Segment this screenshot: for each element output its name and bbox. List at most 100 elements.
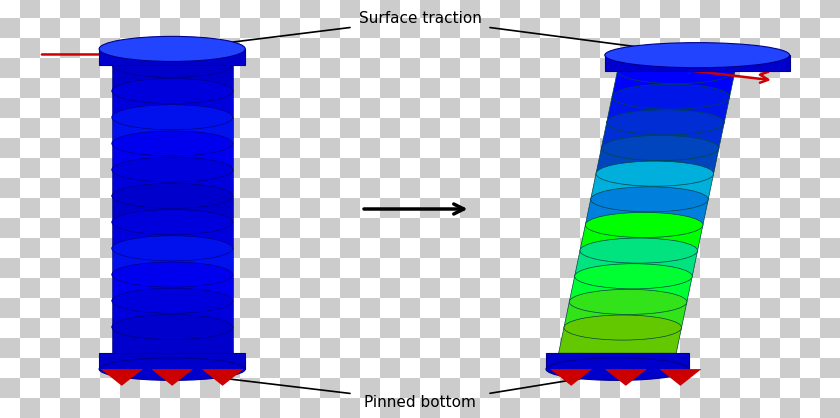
Bar: [800, 38, 820, 58]
Bar: [20, 178, 40, 198]
Bar: [460, 238, 480, 258]
Polygon shape: [570, 276, 692, 302]
Bar: [740, 58, 760, 78]
Bar: [160, 78, 180, 98]
Bar: [80, 178, 100, 198]
Bar: [500, 218, 520, 238]
Bar: [780, 318, 800, 338]
Bar: [640, 218, 660, 238]
Bar: [800, 198, 820, 218]
Bar: [700, 378, 720, 398]
Bar: [360, 258, 380, 278]
Bar: [580, 278, 600, 298]
Bar: [580, 158, 600, 178]
Bar: [0, 78, 20, 98]
Bar: [540, 258, 560, 278]
Bar: [600, 258, 620, 278]
Polygon shape: [559, 328, 681, 353]
Bar: [520, 218, 540, 238]
Bar: [20, 198, 40, 218]
Bar: [620, 278, 640, 298]
Bar: [680, 218, 700, 238]
Bar: [60, 398, 80, 418]
Bar: [600, 38, 620, 58]
Bar: [380, 258, 400, 278]
Bar: [100, 0, 120, 18]
Bar: [200, 398, 220, 418]
Bar: [680, 398, 700, 418]
Bar: [0, 378, 20, 398]
Bar: [420, 318, 440, 338]
Ellipse shape: [605, 43, 790, 68]
Bar: [800, 398, 820, 418]
Bar: [40, 338, 60, 358]
Bar: [300, 178, 320, 198]
Bar: [80, 98, 100, 118]
Bar: [480, 398, 500, 418]
Bar: [140, 398, 160, 418]
Bar: [620, 218, 640, 238]
Bar: [280, 38, 300, 58]
Bar: [160, 18, 180, 38]
Bar: [540, 398, 560, 418]
Bar: [640, 98, 660, 118]
Bar: [120, 58, 140, 78]
Bar: [160, 298, 180, 318]
Bar: [260, 58, 280, 78]
Bar: [700, 118, 720, 138]
Bar: [220, 78, 240, 98]
Bar: [640, 318, 660, 338]
Bar: [260, 0, 280, 18]
Bar: [480, 218, 500, 238]
Bar: [500, 0, 520, 18]
Bar: [680, 58, 700, 78]
Bar: [400, 138, 420, 158]
Bar: [240, 378, 260, 398]
Bar: [240, 318, 260, 338]
Bar: [140, 178, 160, 198]
Bar: [80, 318, 100, 338]
Bar: [300, 278, 320, 298]
Bar: [440, 178, 460, 198]
Bar: [40, 298, 60, 318]
Bar: [800, 178, 820, 198]
Bar: [280, 238, 300, 258]
Bar: [420, 298, 440, 318]
Bar: [180, 398, 200, 418]
Bar: [320, 198, 340, 218]
Bar: [820, 78, 840, 98]
Bar: [360, 178, 380, 198]
Bar: [600, 98, 620, 118]
Bar: [520, 238, 540, 258]
Bar: [760, 198, 780, 218]
Bar: [820, 238, 840, 258]
Bar: [300, 98, 320, 118]
Bar: [360, 318, 380, 338]
Bar: [280, 98, 300, 118]
Bar: [460, 158, 480, 178]
Bar: [500, 158, 520, 178]
Bar: [620, 298, 640, 318]
Bar: [120, 78, 140, 98]
Bar: [500, 338, 520, 358]
Bar: [120, 38, 140, 58]
Bar: [300, 378, 320, 398]
Bar: [40, 218, 60, 238]
Bar: [100, 258, 120, 278]
Bar: [740, 18, 760, 38]
Bar: [340, 158, 360, 178]
Bar: [0, 178, 20, 198]
Bar: [260, 338, 280, 358]
Bar: [240, 18, 260, 38]
Bar: [700, 218, 720, 238]
Bar: [160, 378, 180, 398]
Bar: [520, 138, 540, 158]
Bar: [320, 0, 340, 18]
Bar: [520, 198, 540, 218]
Bar: [100, 98, 120, 118]
Bar: [800, 78, 820, 98]
Bar: [140, 78, 160, 98]
Bar: [680, 18, 700, 38]
Bar: [180, 358, 200, 378]
Bar: [260, 118, 280, 138]
